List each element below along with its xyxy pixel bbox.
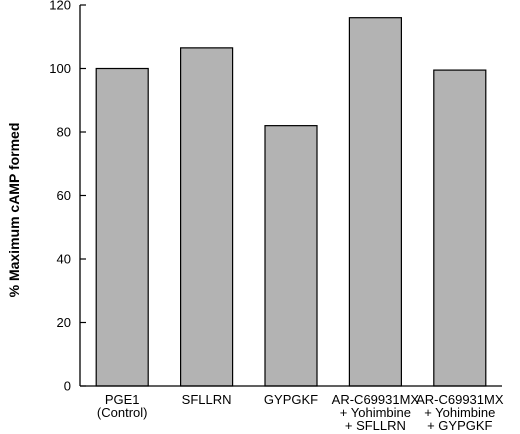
x-labels-group: PGE1 (Control)SFLLRN GYPGKF AR-C69931MX + Yo… — [97, 392, 504, 433]
y-tick-label: 0 — [64, 379, 71, 394]
x-tick-label: SFLLRN — [182, 392, 232, 407]
x-tick-label-line: + Yohimbine — [340, 405, 411, 420]
x-tick-label-line: AR-C69931MX — [416, 392, 504, 407]
x-tick-label-line: + Yohimbine — [424, 405, 495, 420]
y-tick-label: 20 — [57, 315, 71, 330]
x-tick-label-line: + GYPGKF — [427, 418, 492, 433]
x-tick-label-line: AR-C69931MX — [332, 392, 420, 407]
x-tick-label: AR-C69931MX + Yohimbine + GYPGKF — [416, 392, 504, 433]
bar — [180, 47, 234, 387]
y-axis-title: % Maximum cAMP formed — [6, 123, 22, 298]
y-tick-label: 100 — [49, 61, 71, 76]
bar — [95, 67, 149, 387]
x-tick-label-line: (Control) — [97, 405, 148, 420]
bar — [348, 17, 402, 387]
y-ticks-group: 0 20 40 60 80 100 120 — [49, 0, 86, 394]
y-tick-label: 60 — [57, 188, 71, 203]
x-tick-label-line: + SFLLRN — [345, 418, 406, 433]
bar — [433, 69, 487, 387]
x-tick-label-line: GYPGKF — [264, 392, 318, 407]
x-tick-label: PGE1 (Control) — [97, 392, 148, 420]
x-tick-label-line: PGE1 — [105, 392, 140, 407]
x-tick-label: GYPGKF — [264, 392, 318, 407]
y-tick-label: 80 — [57, 125, 71, 140]
bars-group — [95, 17, 487, 387]
x-tick-label: AR-C69931MX + Yohimbine + SFLLRN — [332, 392, 420, 433]
bar — [264, 125, 318, 387]
x-tick-label-line: SFLLRN — [182, 392, 232, 407]
y-tick-label: 40 — [57, 252, 71, 267]
y-tick-label: 120 — [49, 0, 71, 13]
